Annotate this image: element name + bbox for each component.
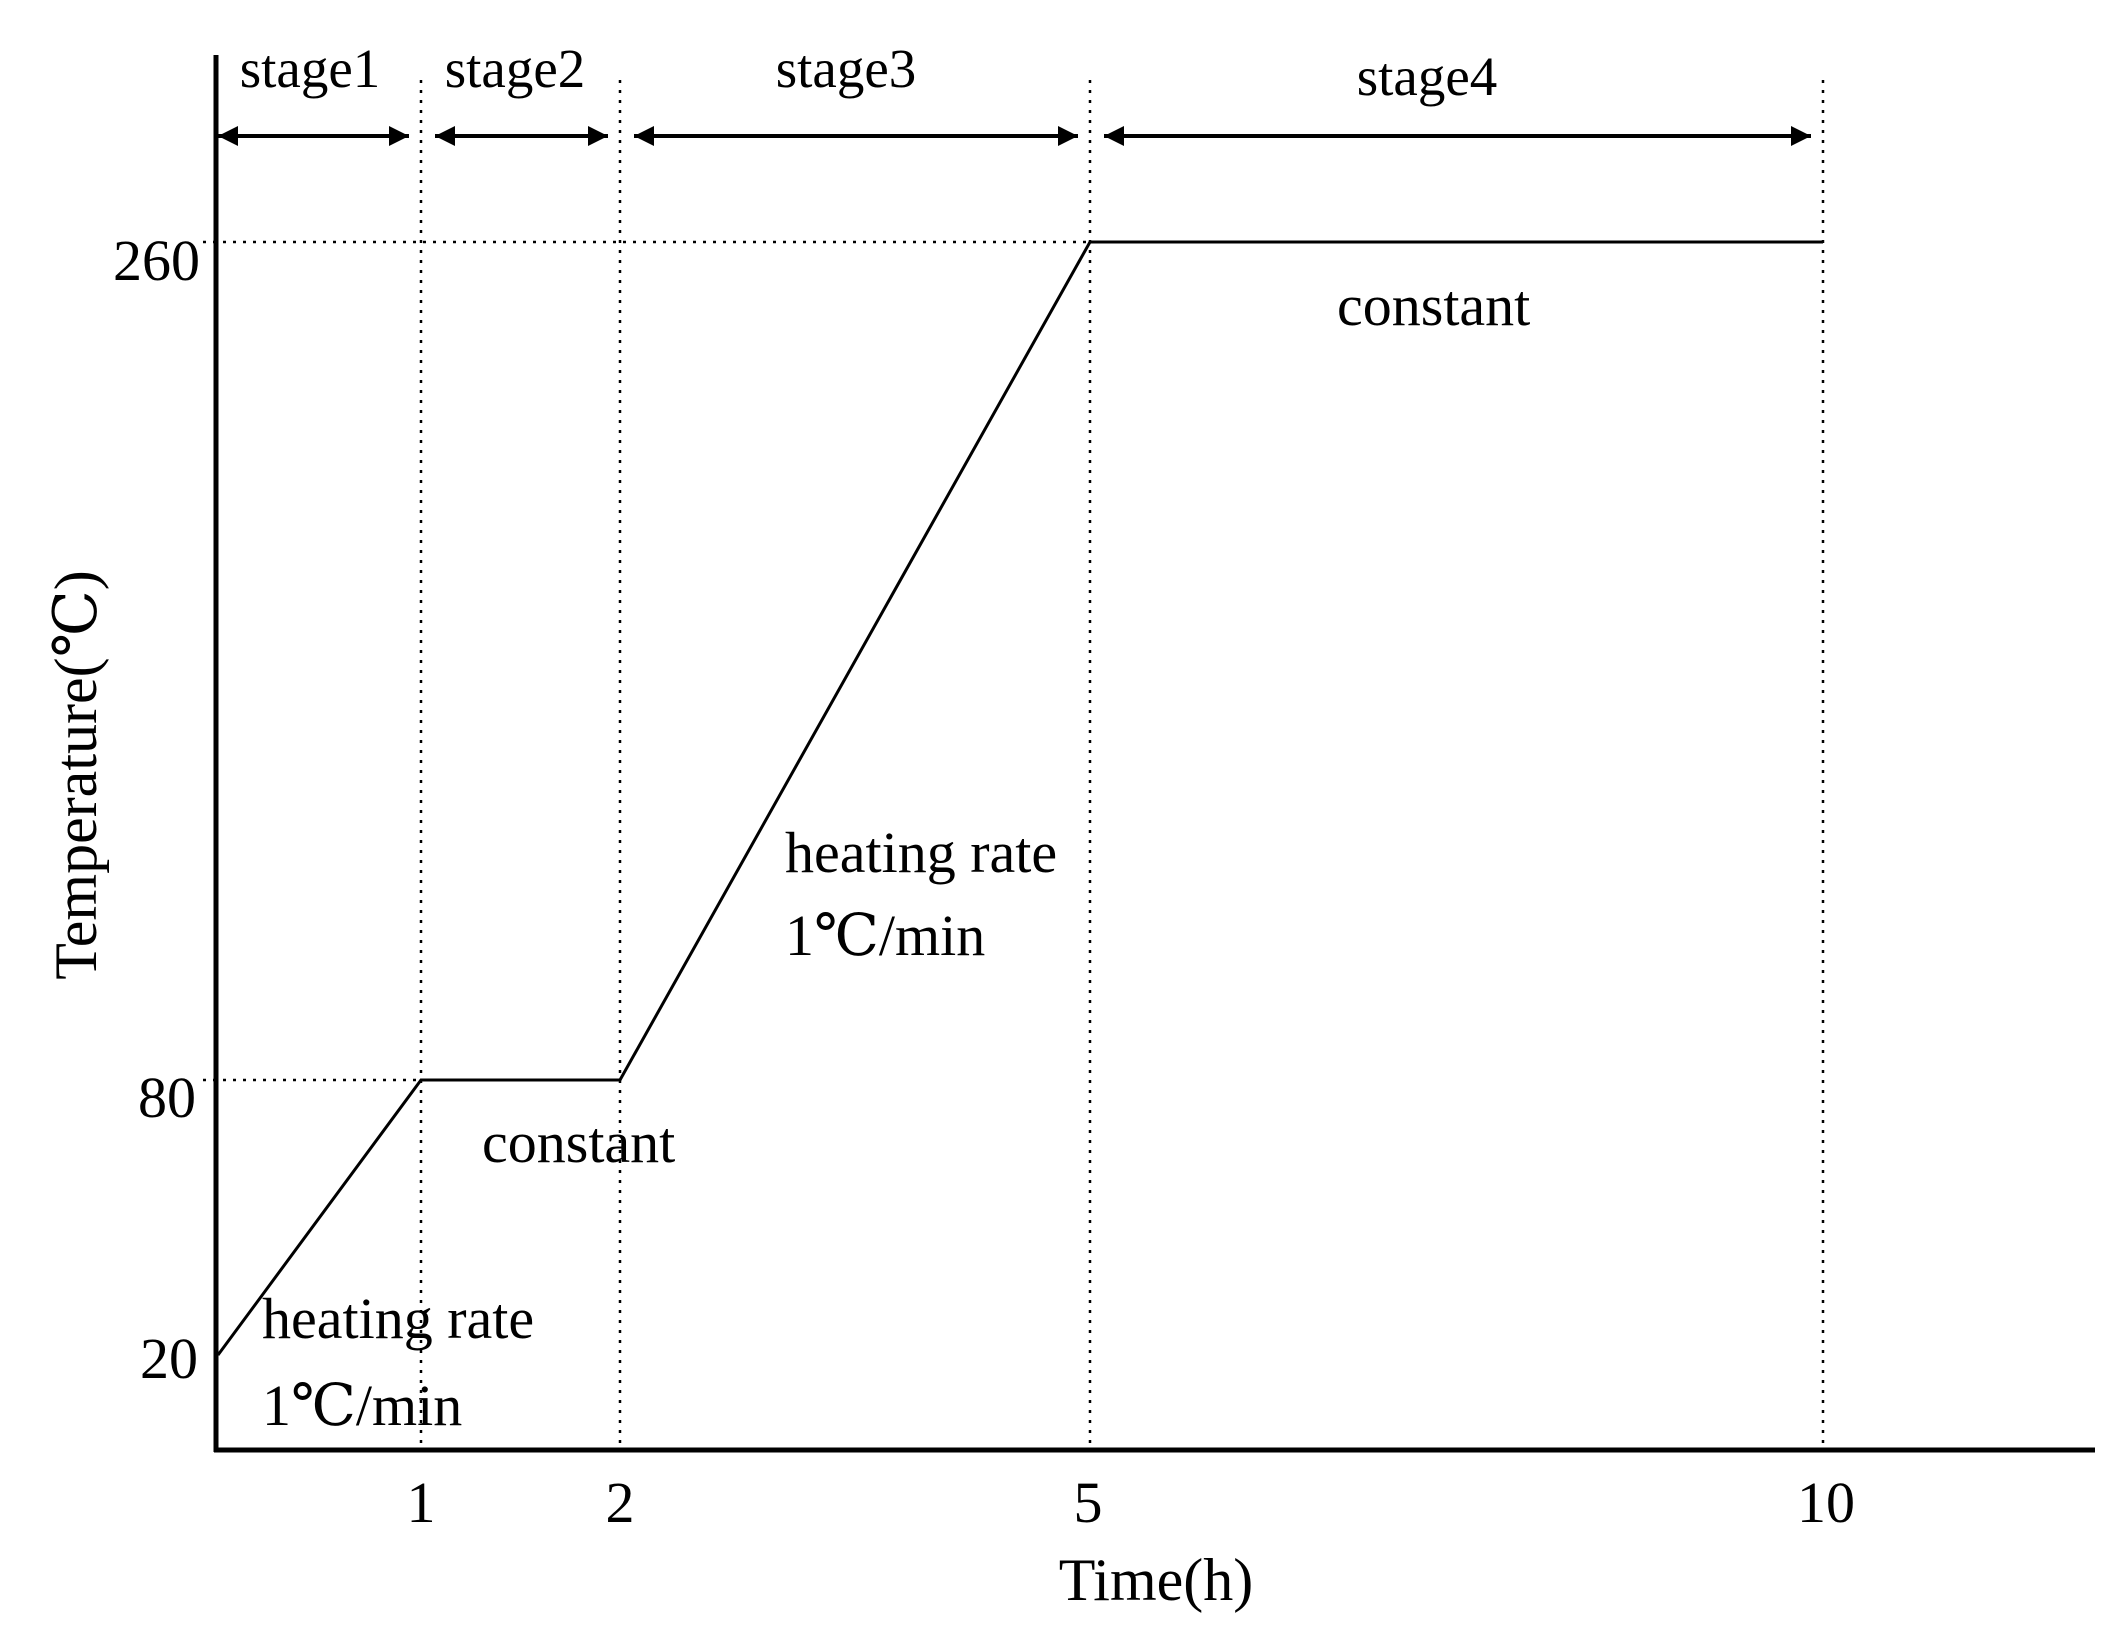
stage1-heating-rate-value: 1℃/min [262, 1373, 462, 1438]
y-tick-label-20: 20 [140, 1326, 198, 1391]
x-axis-title: Time(h) [1059, 1547, 1253, 1613]
stage2-constant-label: constant [482, 1110, 675, 1175]
stage3-heating-rate-value: 1℃/min [785, 903, 985, 968]
x-tick-label-5: 5 [1074, 1470, 1103, 1535]
series-layer [216, 240, 1823, 1356]
y-axis-title: Temperature(℃) [43, 570, 109, 979]
stage-label-2: stage2 [445, 38, 586, 99]
stage-label-3: stage3 [776, 38, 917, 99]
guide-lines [203, 80, 1825, 1450]
x-tick-label-2: 2 [606, 1470, 635, 1535]
stage-label-4: stage4 [1357, 46, 1498, 107]
x-tick-label-10: 10 [1797, 1470, 1855, 1535]
stage-label-1: stage1 [240, 38, 381, 99]
stage4-constant-label: constant [1337, 273, 1530, 338]
y-tick-label-260: 260 [113, 228, 200, 293]
y-tick-label-80: 80 [138, 1065, 196, 1130]
stage3-heating-rate-label: heating rate [785, 820, 1057, 885]
stage1-heating-rate-label: heating rate [262, 1286, 534, 1351]
temperature-profile-line [216, 240, 1823, 1356]
x-tick-label-1: 1 [407, 1470, 436, 1535]
